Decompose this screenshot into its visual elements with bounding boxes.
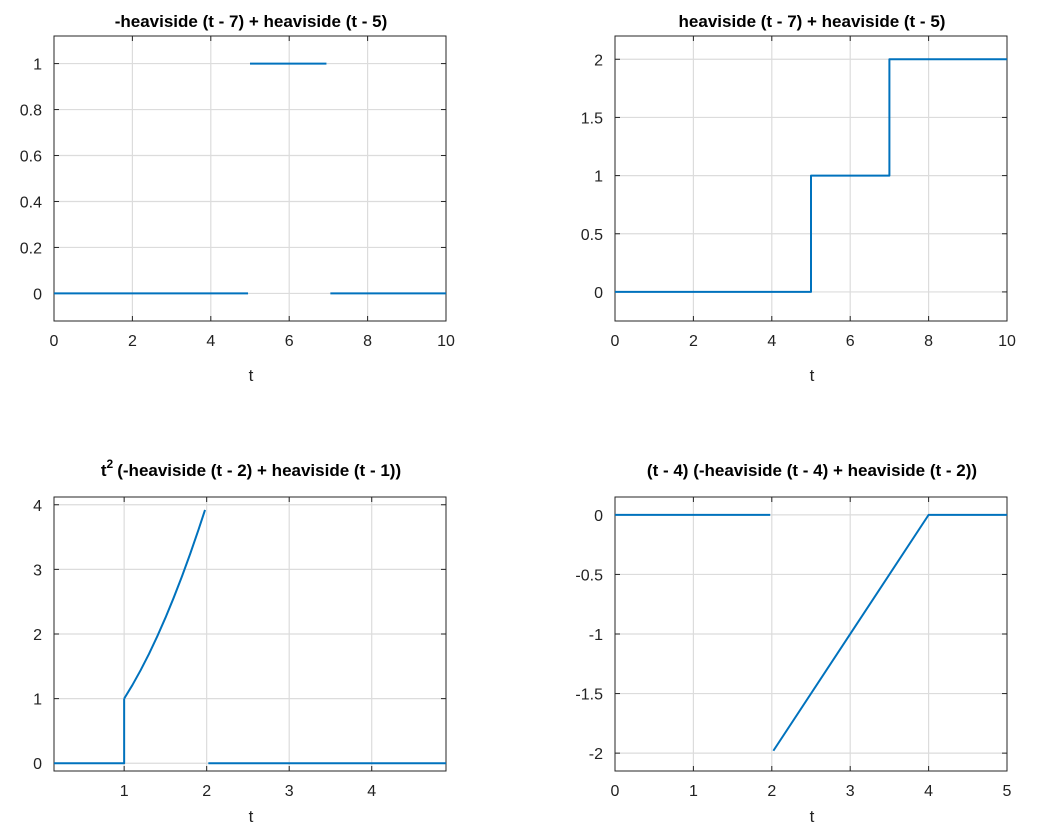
x-tick-label: 1 [689,783,698,800]
axes-box [53,35,447,322]
x-tick-label: 8 [924,333,933,350]
x-tick-label: 10 [998,333,1016,350]
x-axis-label: t [810,366,815,385]
chart-title: heaviside (t - 7) + heaviside (t - 5) [679,12,946,31]
series-line [615,58,1007,293]
y-tick-label: 1 [33,57,42,74]
x-axis-label: t [810,807,815,826]
x-axis-label: t [249,807,254,826]
x-tick-label: 0 [611,333,620,350]
y-tick-label: 2 [33,627,42,644]
x-tick-label: 6 [846,333,855,350]
x-tick-label: 2 [202,783,211,800]
y-tick-label: 0.2 [20,240,42,257]
chart-title: t2 (-heaviside (t - 2) + heaviside (t - 1… [101,457,401,480]
y-tick-label: 3 [33,562,42,579]
title-superscript: 2 [107,457,114,471]
x-tick-label: 2 [689,333,698,350]
y-tick-label: 1 [594,169,603,186]
y-tick-label: 0.6 [20,149,42,166]
y-tick-label: 1.5 [581,110,603,127]
x-tick-label: 2 [767,783,776,800]
x-tick-label: 1 [120,783,129,800]
y-tick-label: 0 [33,286,42,303]
subplot-1: -heaviside (t - 7) + heaviside (t - 5) t… [20,12,455,385]
y-tick-label: 0 [33,756,42,773]
chart-title: -heaviside (t - 7) + heaviside (t - 5) [115,12,388,31]
x-tick-label: 5 [1003,783,1012,800]
y-tick-label: 2 [594,52,603,69]
y-tick-label: -1.5 [575,687,603,704]
series-line [123,509,206,700]
x-tick-label: 4 [767,333,776,350]
x-tick-label: 4 [206,333,215,350]
y-tick-label: 0.5 [581,227,603,244]
subplot-4: (t - 4) (-heaviside (t - 4) + heaviside … [575,461,1011,826]
x-tick-label: 3 [846,783,855,800]
x-tick-label: 4 [924,783,933,800]
x-tick-label: 4 [367,783,376,800]
y-tick-label: -2 [589,746,603,763]
y-tick-label: 4 [33,498,42,515]
y-tick-label: 1 [33,692,42,709]
x-tick-label: 2 [128,333,137,350]
y-tick-label: -0.5 [575,567,603,584]
x-tick-label: 3 [285,783,294,800]
series-line [54,698,126,765]
y-tick-label: 0 [594,508,603,525]
chart-title: (t - 4) (-heaviside (t - 4) + heaviside … [647,461,977,480]
subplot-2: heaviside (t - 7) + heaviside (t - 5) t … [581,12,1016,385]
x-tick-label: 0 [50,333,59,350]
y-tick-label: -1 [589,627,603,644]
title-prefix: t [101,461,107,480]
subplot-3: t2 (-heaviside (t - 2) + heaviside (t - 1… [33,457,447,826]
y-tick-label: 0 [594,285,603,302]
title-text: (-heaviside (t - 2) + heaviside (t - 1)) [117,461,401,480]
axes-box [614,35,1008,322]
y-tick-label: 0.4 [20,194,42,211]
x-axis-label: t [249,366,254,385]
x-tick-label: 10 [437,333,455,350]
series-line [772,513,1007,752]
x-tick-label: 6 [285,333,294,350]
x-tick-label: 8 [363,333,372,350]
y-tick-label: 0.8 [20,103,42,120]
x-tick-label: 0 [611,783,620,800]
plot-area [53,35,447,322]
